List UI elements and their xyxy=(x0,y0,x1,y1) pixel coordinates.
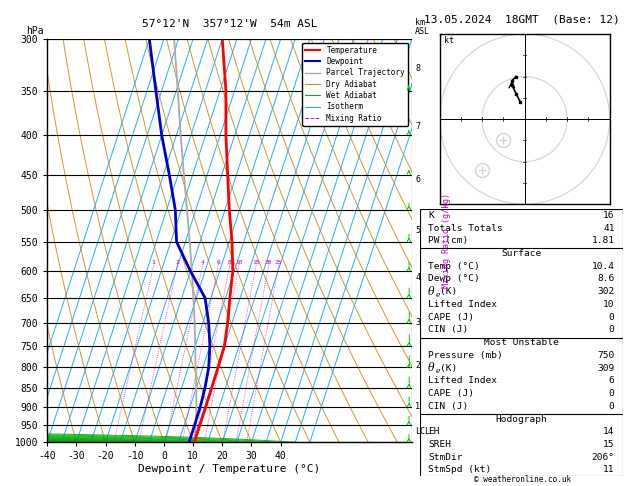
Text: 0: 0 xyxy=(609,326,615,334)
X-axis label: Dewpoint / Temperature (°C): Dewpoint / Temperature (°C) xyxy=(138,464,321,474)
Text: 10.4: 10.4 xyxy=(592,262,615,271)
Text: 4: 4 xyxy=(415,273,420,282)
Text: CAPE (J): CAPE (J) xyxy=(428,312,474,322)
Text: 57°12'N  357°12'W  54m ASL: 57°12'N 357°12'W 54m ASL xyxy=(142,19,318,29)
Text: 25: 25 xyxy=(275,260,282,265)
Text: e: e xyxy=(435,367,440,375)
Text: 15: 15 xyxy=(603,440,615,449)
Text: © weatheronline.co.uk: © weatheronline.co.uk xyxy=(474,474,571,484)
Text: 41: 41 xyxy=(603,224,615,233)
Text: 11: 11 xyxy=(603,466,615,474)
Text: 7: 7 xyxy=(415,122,420,131)
Text: EH: EH xyxy=(428,427,440,436)
Text: 0: 0 xyxy=(609,389,615,398)
Text: Lifted Index: Lifted Index xyxy=(428,300,498,309)
Text: θ: θ xyxy=(428,287,435,297)
Text: 14: 14 xyxy=(603,427,615,436)
Text: Lifted Index: Lifted Index xyxy=(428,376,498,385)
Text: 6: 6 xyxy=(609,376,615,385)
Text: 4: 4 xyxy=(201,260,204,265)
Text: CIN (J): CIN (J) xyxy=(428,402,469,411)
Text: Surface: Surface xyxy=(501,249,542,258)
Text: Dewp (°C): Dewp (°C) xyxy=(428,275,480,283)
Text: SREH: SREH xyxy=(428,440,451,449)
Text: e: e xyxy=(435,291,440,299)
Text: 302: 302 xyxy=(598,287,615,296)
Text: Pressure (mb): Pressure (mb) xyxy=(428,351,503,360)
Text: 2: 2 xyxy=(415,361,420,370)
Text: kt: kt xyxy=(444,35,454,45)
Text: StmDir: StmDir xyxy=(428,452,463,462)
Text: 6: 6 xyxy=(415,175,420,184)
Text: PW (cm): PW (cm) xyxy=(428,236,469,245)
Text: 1: 1 xyxy=(415,402,420,411)
Text: 8: 8 xyxy=(415,64,420,73)
Text: 0: 0 xyxy=(609,402,615,411)
Text: Hodograph: Hodograph xyxy=(496,415,547,423)
Text: 13.05.2024  18GMT  (Base: 12): 13.05.2024 18GMT (Base: 12) xyxy=(423,15,620,25)
Text: 8.6: 8.6 xyxy=(598,275,615,283)
Text: hPa: hPa xyxy=(26,26,44,36)
Text: 5: 5 xyxy=(415,226,420,235)
Text: 6: 6 xyxy=(216,260,220,265)
Text: 3: 3 xyxy=(415,318,420,327)
Text: K: K xyxy=(428,211,434,220)
Text: CAPE (J): CAPE (J) xyxy=(428,389,474,398)
Text: 15: 15 xyxy=(252,260,260,265)
Text: LCL: LCL xyxy=(415,427,430,436)
Text: 8: 8 xyxy=(228,260,231,265)
Text: Most Unstable: Most Unstable xyxy=(484,338,559,347)
Text: Totals Totals: Totals Totals xyxy=(428,224,503,233)
Text: 16: 16 xyxy=(603,211,615,220)
Text: 0: 0 xyxy=(609,312,615,322)
Text: 10: 10 xyxy=(603,300,615,309)
Text: km
ASL: km ASL xyxy=(415,18,430,36)
Text: (K): (K) xyxy=(440,287,458,296)
Text: 206°: 206° xyxy=(592,452,615,462)
Text: 1: 1 xyxy=(152,260,155,265)
Text: StmSpd (kt): StmSpd (kt) xyxy=(428,466,491,474)
Legend: Temperature, Dewpoint, Parcel Trajectory, Dry Adiabat, Wet Adiabat, Isotherm, Mi: Temperature, Dewpoint, Parcel Trajectory… xyxy=(302,43,408,125)
Text: 1.81: 1.81 xyxy=(592,236,615,245)
Text: θ: θ xyxy=(428,363,435,373)
Text: 20: 20 xyxy=(265,260,272,265)
Text: 10: 10 xyxy=(235,260,243,265)
Text: 750: 750 xyxy=(598,351,615,360)
Text: Temp (°C): Temp (°C) xyxy=(428,262,480,271)
Text: 309: 309 xyxy=(598,364,615,373)
Text: (K): (K) xyxy=(440,364,458,373)
Text: 2: 2 xyxy=(175,260,179,265)
Text: CIN (J): CIN (J) xyxy=(428,326,469,334)
Text: Mixing Ratio (g/kg): Mixing Ratio (g/kg) xyxy=(442,193,451,288)
